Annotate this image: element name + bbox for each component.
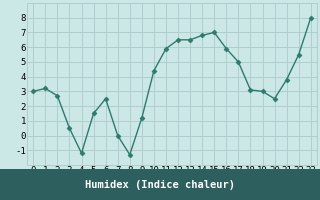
Text: Humidex (Indice chaleur): Humidex (Indice chaleur): [85, 179, 235, 190]
